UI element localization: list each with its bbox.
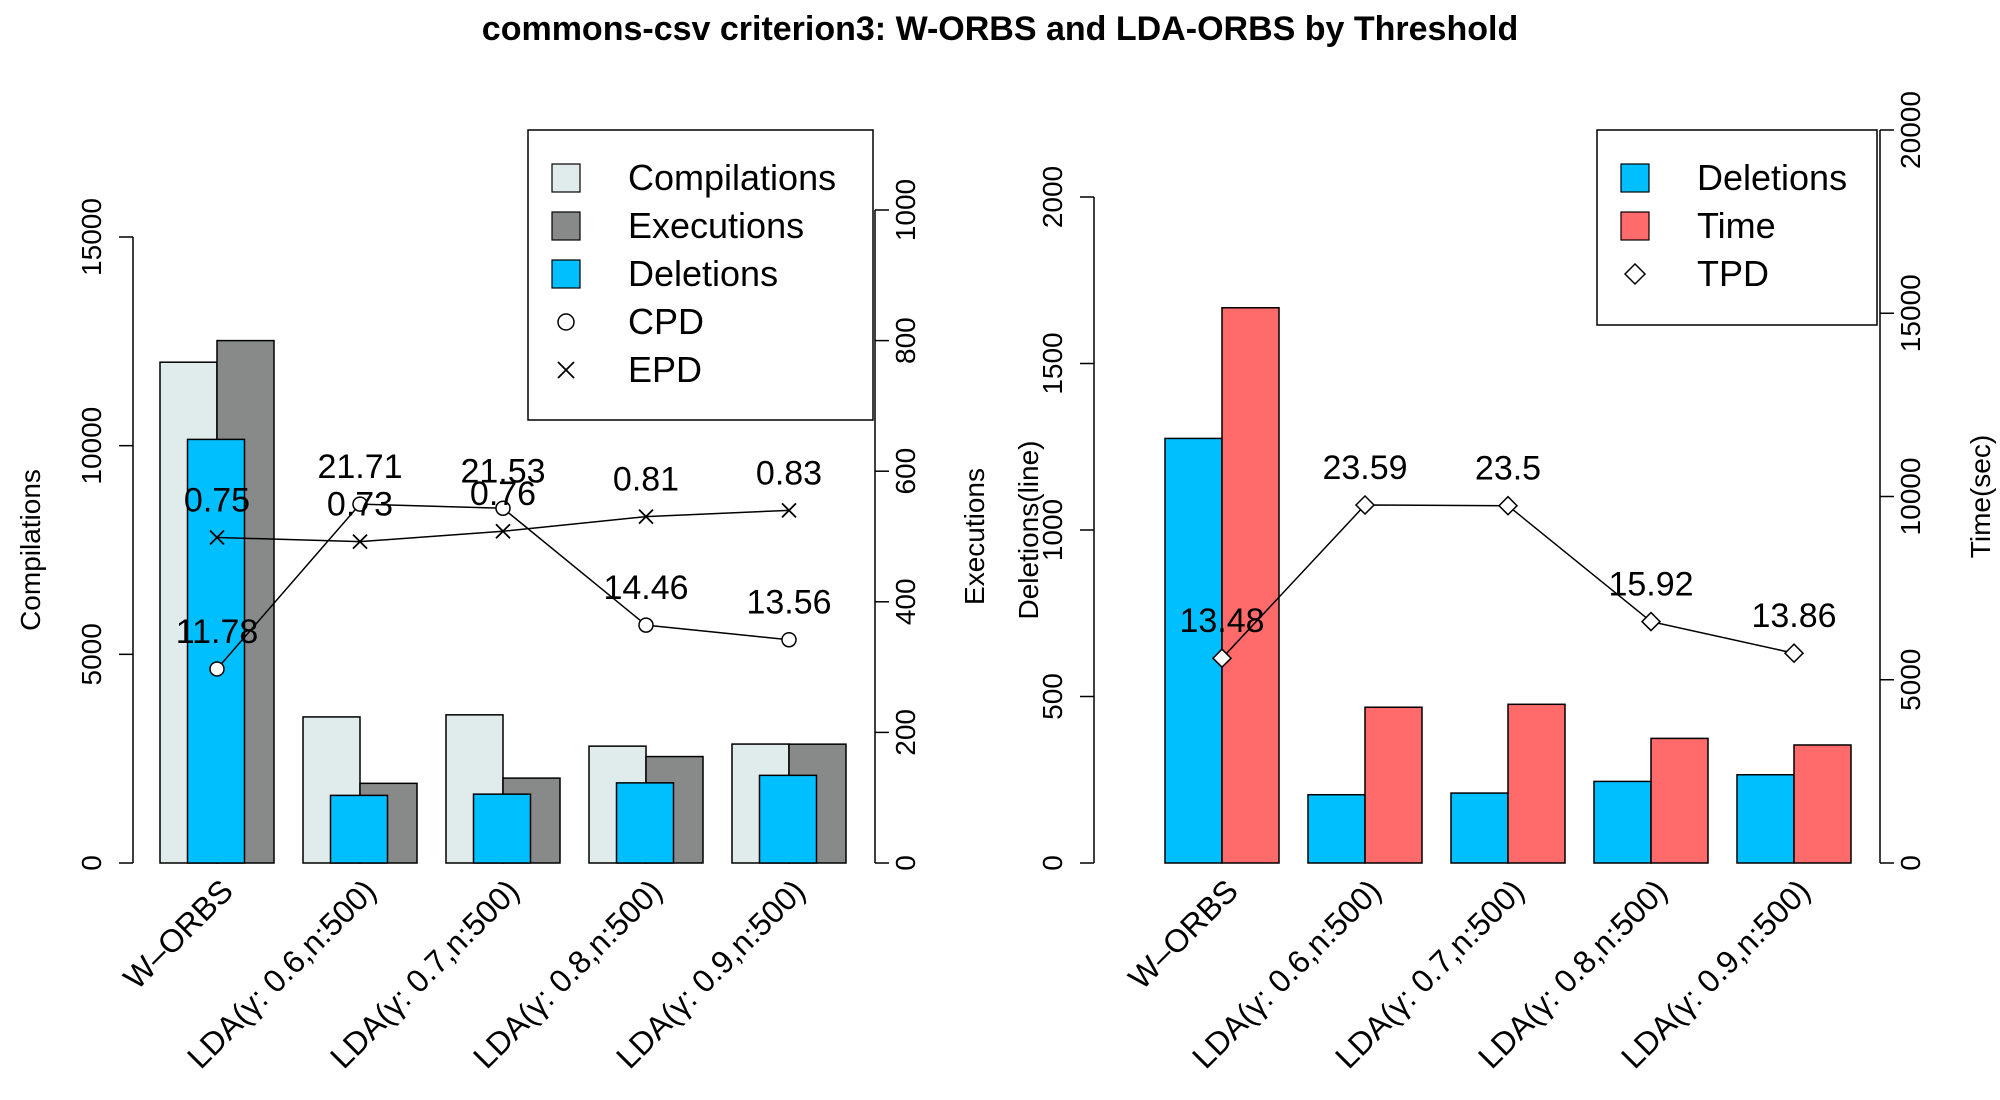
legend-marker-epd (557, 361, 575, 379)
legend-label: Executions (628, 205, 804, 246)
right-axis-tick-label: 1000 (890, 179, 921, 241)
category-label: W–ORBS (116, 872, 240, 996)
left-axis-tick-label: 1000 (1037, 499, 1068, 561)
bar-deletions (1593, 780, 1652, 864)
bar-time (1507, 703, 1566, 864)
legend-marker-tpd (1623, 262, 1647, 286)
data-label-tpd: 15.92 (1608, 566, 1693, 604)
left-axis-tick-label: 0 (1037, 855, 1068, 871)
bar-time (1793, 744, 1852, 864)
line-cpd (216, 503, 790, 670)
data-label-epd: 0.83 (756, 454, 822, 492)
legend-label: CPD (628, 301, 704, 342)
legend-swatch-compilations (551, 163, 581, 193)
data-label-cpd: 14.46 (603, 569, 688, 607)
left-axis-label: Deletions(line) (1013, 441, 1044, 620)
legend-swatch-deletions (1620, 163, 1650, 193)
bar-deletions (1307, 793, 1366, 864)
point-tpd (1354, 494, 1376, 516)
point-epd (638, 508, 654, 525)
data-label-tpd: 13.48 (1179, 602, 1264, 640)
legend-box (527, 129, 874, 421)
left-axis-tick-label: 1500 (1037, 332, 1068, 394)
left-axis-tick-label: 15000 (76, 198, 107, 276)
data-label-cpd: 11.78 (176, 613, 259, 651)
category-label: W–ORBS (1121, 872, 1245, 996)
point-tpd (1640, 611, 1662, 632)
right-axis-tick-label: 600 (890, 448, 921, 495)
point-cpd (209, 661, 225, 677)
legend-marker-cpd (557, 313, 575, 331)
legend-label: Deletions (1697, 157, 1847, 198)
point-cpd (495, 500, 511, 517)
data-label-epd: 0.73 (327, 486, 393, 524)
point-cpd (781, 631, 797, 648)
bar-deletions (1164, 437, 1223, 864)
data-label-tpd: 23.59 (1322, 449, 1407, 487)
legend-swatch-deletions (551, 259, 581, 289)
right-panel: 0 500 1000 1500 2000 Deletions(line) 0 5000 1000… (1013, 91, 1996, 1075)
line-tpd (1221, 504, 1795, 659)
left-axis-label: Compilations (15, 469, 46, 631)
bar-time (1221, 307, 1280, 864)
left-panel: 0 5000 10000 15000 Compilations 0 200 400 600 800… (15, 129, 990, 1075)
point-cpd (638, 617, 654, 633)
point-epd (209, 529, 225, 546)
left-axis-tick-label: 500 (1037, 673, 1068, 720)
bar-deletions (329, 794, 389, 864)
point-epd (495, 523, 511, 539)
right-axis-tick-label: 800 (890, 317, 921, 364)
right-axis-tick-label: 5000 (1895, 649, 1926, 711)
data-label-cpd: 13.56 (746, 584, 831, 622)
legend-label: TPD (1697, 253, 1769, 294)
legend-label: EPD (628, 349, 702, 390)
right-axis-tick-label: 15000 (1895, 274, 1926, 352)
point-tpd (1497, 495, 1519, 516)
right-axis-tick-label: 0 (890, 855, 921, 871)
chart-title: commons-csv criterion3: W-ORBS and LDA-O… (482, 10, 1518, 48)
right-axis-tick-label: 20000 (1895, 91, 1926, 169)
bar-deletions (758, 774, 818, 864)
left-axis-tick-label: 10000 (76, 407, 107, 485)
right-axis-tick-label: 400 (890, 578, 921, 625)
point-epd (781, 502, 797, 518)
data-label-tpd: 13.86 (1751, 597, 1836, 635)
bar-deletions (186, 438, 246, 864)
data-label-epd: 0.75 (184, 481, 250, 519)
left-axis-tick-label: 0 (76, 855, 107, 871)
right-axis-tick-label: 200 (890, 709, 921, 756)
bar-time (1650, 737, 1709, 864)
data-label-cpd: 21.71 (317, 448, 402, 486)
data-label-epd: 0.81 (613, 461, 679, 499)
legend-swatch-executions (551, 211, 581, 241)
bar-deletions (472, 793, 532, 864)
legend-label: Compilations (628, 157, 836, 198)
legend-swatch-time (1620, 211, 1650, 241)
right-axis-tick-label: 0 (1895, 855, 1926, 871)
bar-time (1364, 706, 1423, 864)
right-axis-label: Executions (959, 468, 990, 605)
bar-deletions (1736, 774, 1795, 864)
data-label-tpd: 23.5 (1475, 450, 1541, 488)
left-axis-tick-label: 5000 (76, 623, 107, 685)
legend-label: Time (1697, 205, 1776, 246)
bar-deletions (615, 782, 675, 864)
legend-label: Deletions (628, 253, 778, 294)
left-axis-tick-label: 2000 (1037, 166, 1068, 228)
data-label-cpd: 21.53 (460, 452, 545, 490)
point-tpd (1211, 648, 1233, 669)
right-axis-tick-label: 10000 (1895, 458, 1926, 536)
point-tpd (1783, 643, 1805, 664)
data-label-epd: 0.76 (470, 475, 536, 513)
bar-deletions (1450, 792, 1509, 864)
right-axis-label: Time(sec) (1965, 435, 1996, 558)
point-epd (352, 534, 368, 550)
point-cpd (352, 496, 368, 512)
